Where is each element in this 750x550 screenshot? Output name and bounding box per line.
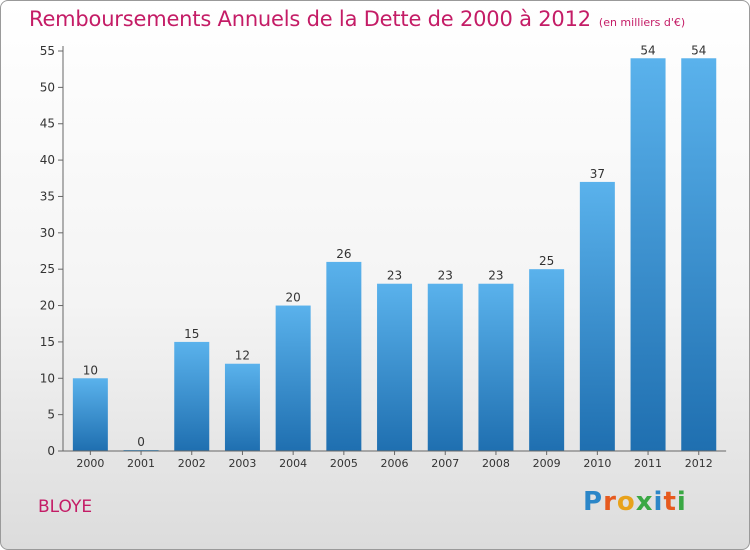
x-tick-label: 2006 [381, 457, 409, 470]
bar-value-label: 23 [438, 269, 453, 283]
bar [427, 283, 463, 451]
x-tick-label: 2007 [431, 457, 459, 470]
y-tick-label: 40 [40, 153, 55, 167]
bar-value-label: 54 [640, 43, 655, 57]
y-tick-label: 55 [40, 44, 55, 58]
bar [681, 58, 717, 451]
bar-value-label: 12 [235, 349, 250, 363]
logo-letter: r [603, 487, 617, 517]
logo-letter: o [616, 487, 636, 517]
bar [224, 363, 260, 451]
x-tick-label: 2010 [583, 457, 611, 470]
bar [529, 269, 565, 451]
logo-letter: i [653, 487, 664, 517]
bar [377, 283, 413, 451]
bar-value-label: 54 [691, 43, 706, 57]
y-tick-label: 45 [40, 117, 55, 131]
bar-value-label: 10 [83, 363, 98, 377]
x-tick-label: 2000 [76, 457, 104, 470]
chart-title-text: Remboursements Annuels de la Dette de 20… [29, 7, 591, 31]
logo-letter: i [676, 487, 687, 517]
y-tick-label: 25 [40, 262, 55, 276]
bar [478, 283, 514, 451]
y-tick-label: 50 [40, 80, 55, 94]
x-tick-label: 2005 [330, 457, 358, 470]
y-tick-label: 20 [40, 299, 55, 313]
bar-value-label: 23 [387, 269, 402, 283]
bar-value-label: 23 [488, 269, 503, 283]
x-tick-label: 2012 [685, 457, 713, 470]
bar [630, 58, 666, 451]
x-tick-label: 2004 [279, 457, 307, 470]
y-tick-label: 5 [47, 408, 55, 422]
y-tick-label: 30 [40, 226, 55, 240]
bar-value-label: 0 [137, 435, 145, 449]
x-tick-label: 2011 [634, 457, 662, 470]
bar-value-label: 20 [286, 291, 301, 305]
unit-note: (en milliers d'€) [598, 16, 686, 29]
y-tick-label: 35 [40, 189, 55, 203]
bar [326, 261, 362, 451]
bar [72, 378, 108, 451]
y-tick-label: 0 [47, 444, 55, 458]
bar-value-label: 15 [184, 327, 199, 341]
bar-value-label: 37 [590, 167, 605, 181]
proxiti-logo: Proxiti [583, 487, 687, 517]
bar-value-label: 26 [336, 247, 351, 261]
x-tick-label: 2009 [533, 457, 561, 470]
chart-title: Remboursements Annuels de la Dette de 20… [29, 7, 685, 31]
bar [275, 305, 311, 451]
x-tick-label: 2001 [127, 457, 155, 470]
logo-letter: P [583, 487, 604, 517]
y-tick-label: 15 [40, 335, 55, 349]
commune-name: BLOYE [38, 497, 93, 517]
bar [174, 341, 210, 451]
y-tick-label: 10 [40, 371, 55, 385]
bar [579, 181, 615, 451]
x-tick-label: 2003 [228, 457, 256, 470]
logo-letter: t [663, 487, 677, 517]
x-tick-label: 2008 [482, 457, 510, 470]
bar-value-label: 25 [539, 254, 554, 268]
x-tick-label: 2002 [178, 457, 206, 470]
logo-letter: x [635, 487, 654, 517]
